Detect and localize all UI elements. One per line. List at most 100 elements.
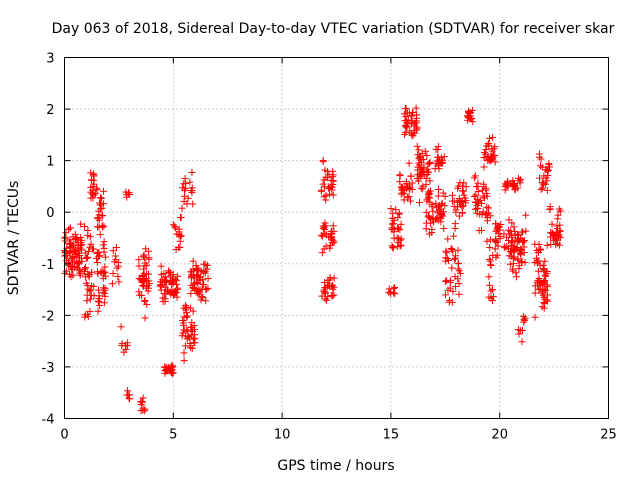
data-point bbox=[326, 274, 334, 282]
data-point bbox=[389, 209, 397, 217]
data-point bbox=[329, 191, 337, 199]
data-point bbox=[400, 196, 408, 204]
data-point bbox=[96, 301, 104, 309]
data-point bbox=[187, 331, 195, 339]
data-point bbox=[171, 222, 179, 230]
data-point bbox=[193, 264, 201, 272]
y-axis-label: SDTVAR / TECUs bbox=[6, 181, 22, 296]
data-point bbox=[118, 340, 126, 348]
data-points bbox=[61, 104, 564, 415]
data-point bbox=[184, 194, 192, 202]
data-point bbox=[135, 288, 143, 296]
data-point bbox=[83, 297, 91, 305]
data-point bbox=[322, 222, 330, 230]
data-point bbox=[318, 249, 326, 257]
data-point bbox=[72, 234, 80, 242]
data-point bbox=[482, 146, 490, 154]
data-point bbox=[423, 195, 431, 203]
data-point bbox=[67, 242, 75, 250]
data-point bbox=[317, 187, 325, 195]
data-point bbox=[161, 363, 169, 371]
x-tick-label: 15 bbox=[383, 428, 400, 443]
data-point bbox=[61, 237, 69, 245]
data-point bbox=[65, 249, 73, 257]
data-point bbox=[322, 173, 330, 181]
data-point bbox=[200, 260, 208, 268]
data-point bbox=[420, 171, 428, 179]
data-point bbox=[141, 262, 149, 270]
data-point bbox=[74, 244, 82, 252]
data-point bbox=[94, 249, 102, 257]
data-point bbox=[484, 214, 492, 222]
data-point bbox=[441, 277, 449, 285]
data-point bbox=[396, 171, 404, 179]
data-point bbox=[406, 197, 414, 205]
data-point bbox=[500, 243, 508, 251]
data-point bbox=[494, 242, 502, 250]
data-point bbox=[395, 209, 403, 217]
data-point bbox=[483, 237, 491, 245]
data-point bbox=[455, 290, 463, 298]
data-point bbox=[145, 254, 153, 262]
data-point bbox=[98, 204, 106, 212]
data-point bbox=[181, 192, 189, 200]
data-point bbox=[82, 254, 90, 262]
data-point bbox=[385, 288, 393, 296]
data-point bbox=[175, 225, 183, 233]
data-point bbox=[535, 241, 543, 249]
data-point bbox=[396, 226, 404, 234]
data-point bbox=[426, 158, 434, 166]
data-point bbox=[455, 280, 463, 288]
data-point bbox=[323, 167, 331, 175]
y-tick-label: -3 bbox=[42, 361, 55, 376]
data-point bbox=[513, 273, 521, 281]
data-point bbox=[522, 227, 530, 235]
data-point bbox=[504, 181, 512, 189]
data-point bbox=[394, 213, 402, 221]
data-point bbox=[157, 271, 165, 279]
data-point bbox=[329, 177, 337, 185]
grid-lines bbox=[64, 57, 609, 419]
data-point bbox=[409, 109, 417, 117]
data-point bbox=[427, 187, 435, 195]
data-point bbox=[398, 184, 406, 192]
data-point bbox=[493, 238, 501, 246]
data-point bbox=[180, 319, 188, 327]
data-point bbox=[425, 193, 433, 201]
data-point bbox=[508, 239, 516, 247]
data-point bbox=[475, 227, 483, 235]
data-point bbox=[432, 160, 440, 168]
data-point bbox=[141, 296, 149, 304]
x-tick-label: 20 bbox=[491, 428, 508, 443]
data-point bbox=[456, 179, 464, 187]
data-point bbox=[422, 219, 430, 227]
data-point bbox=[87, 176, 95, 184]
data-point bbox=[414, 171, 422, 179]
data-point bbox=[508, 265, 516, 273]
data-point bbox=[510, 223, 518, 231]
data-point bbox=[197, 296, 205, 304]
data-point bbox=[197, 267, 205, 275]
data-point bbox=[176, 243, 184, 251]
data-point bbox=[485, 273, 493, 281]
data-point bbox=[139, 271, 147, 279]
data-point bbox=[99, 241, 107, 249]
y-tick-label: -4 bbox=[42, 413, 55, 428]
data-point bbox=[392, 206, 400, 214]
data-point bbox=[539, 179, 547, 187]
data-point bbox=[413, 142, 421, 150]
data-point bbox=[109, 270, 117, 278]
data-point bbox=[321, 288, 329, 296]
data-point bbox=[485, 204, 493, 212]
data-point bbox=[140, 275, 148, 283]
data-point bbox=[531, 289, 539, 297]
data-point bbox=[401, 104, 409, 112]
data-point bbox=[501, 182, 509, 190]
data-point bbox=[518, 257, 526, 265]
data-point bbox=[396, 236, 404, 244]
data-point bbox=[100, 248, 108, 256]
tick-labels: 0 5 10 15 20 25 -4 -3 -2 -1 0 1 2 3 bbox=[42, 52, 617, 443]
data-point bbox=[112, 244, 120, 252]
data-point bbox=[444, 286, 452, 294]
